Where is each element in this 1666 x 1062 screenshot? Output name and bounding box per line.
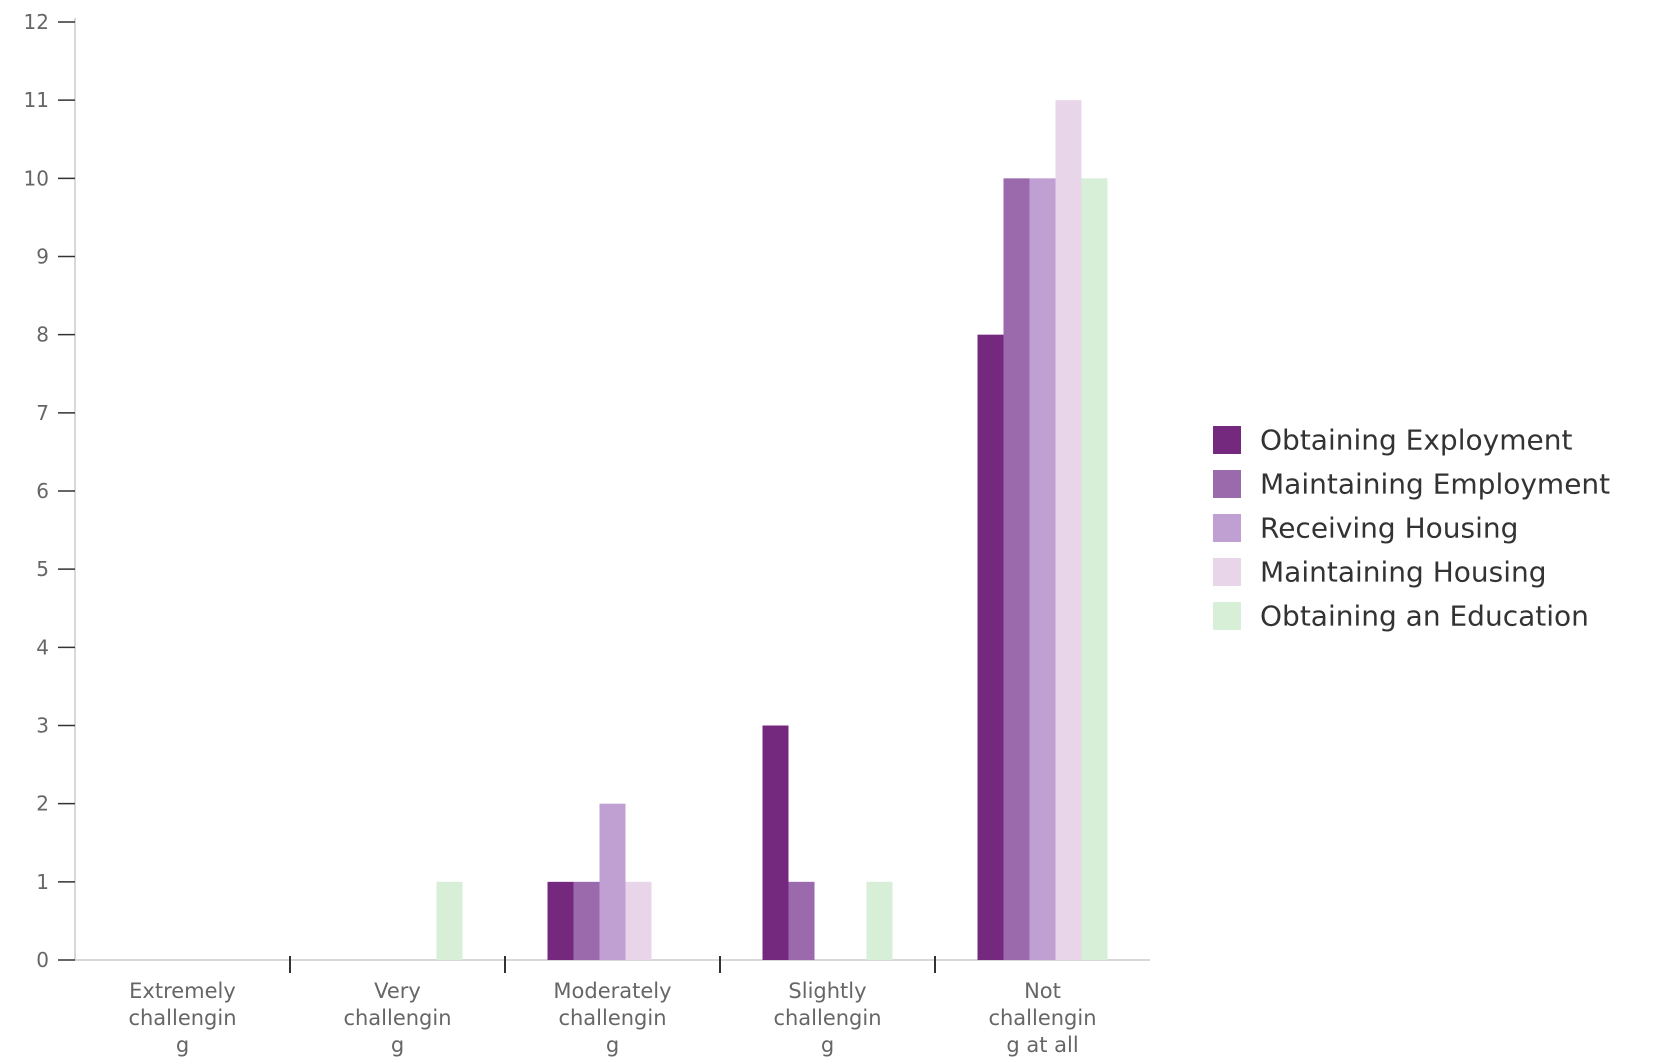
x-tick-label-line: g bbox=[176, 1033, 189, 1057]
bar bbox=[436, 881, 463, 960]
x-tick-label: Moderately challengin g bbox=[553, 979, 671, 1057]
bar bbox=[625, 881, 652, 960]
y-tick-label: 8 bbox=[36, 323, 49, 347]
x-tick-label-line: challengin bbox=[343, 1006, 451, 1030]
legend: Obtaining Exployment Maintaining Employme… bbox=[1213, 424, 1610, 633]
bar bbox=[788, 881, 815, 960]
x-tick-label-line: challengin bbox=[988, 1006, 1096, 1030]
y-tick-label: 11 bbox=[24, 88, 49, 112]
x-tick-label-line: Moderately bbox=[553, 979, 671, 1003]
x-tick-label-line: challengin bbox=[773, 1006, 881, 1030]
legend-label: Maintaining Housing bbox=[1260, 556, 1547, 589]
bar bbox=[599, 803, 626, 960]
legend-item: Receiving Housing bbox=[1213, 512, 1518, 545]
bar bbox=[762, 725, 789, 960]
x-tick-label-line: g bbox=[391, 1033, 404, 1057]
x-tick-label: Not challengin g at all bbox=[988, 979, 1096, 1057]
legend-label: Obtaining Exployment bbox=[1260, 424, 1572, 457]
y-tick-label: 2 bbox=[36, 792, 49, 816]
y-tick-label: 4 bbox=[36, 635, 49, 659]
bars bbox=[436, 100, 1108, 961]
bar bbox=[547, 881, 574, 960]
x-tick-label-line: challengin bbox=[558, 1006, 666, 1030]
x-tick-label-line: g bbox=[821, 1033, 834, 1057]
bar bbox=[977, 334, 1004, 961]
y-tick-label: 12 bbox=[24, 10, 49, 34]
y-tick-label: 3 bbox=[36, 714, 49, 738]
legend-item: Obtaining Exployment bbox=[1213, 424, 1572, 457]
x-tick-label-line: Not bbox=[1024, 979, 1061, 1003]
x-tick-label-line: g at all bbox=[1006, 1033, 1078, 1057]
y-tick-label: 10 bbox=[24, 166, 49, 190]
bar bbox=[1055, 100, 1082, 960]
legend-swatch bbox=[1213, 558, 1241, 586]
x-tick-label-line: Slightly bbox=[788, 979, 866, 1003]
bar bbox=[1029, 178, 1056, 961]
x-tick-label: Extremely challengin g bbox=[128, 979, 236, 1057]
bar bbox=[1003, 178, 1030, 961]
legend-swatch bbox=[1213, 470, 1241, 498]
legend-label: Maintaining Employment bbox=[1260, 468, 1610, 501]
y-tick-label: 9 bbox=[36, 245, 49, 269]
legend-item: Maintaining Housing bbox=[1213, 556, 1547, 589]
legend-swatch bbox=[1213, 426, 1241, 454]
x-tick-label-line: challengin bbox=[128, 1006, 236, 1030]
bar bbox=[573, 881, 600, 960]
legend-label: Receiving Housing bbox=[1260, 512, 1518, 545]
x-tick-label-line: Extremely bbox=[129, 979, 236, 1003]
legend-swatch bbox=[1213, 602, 1241, 630]
y-tick-label: 6 bbox=[36, 479, 49, 503]
bar bbox=[866, 881, 893, 960]
bar bbox=[1081, 178, 1108, 961]
x-tick-label: Very challengin g bbox=[343, 979, 451, 1057]
y-tick-label: 1 bbox=[36, 870, 49, 894]
x-tick-label: Slightly challengin g bbox=[773, 979, 881, 1057]
x-tick-label-line: Very bbox=[374, 979, 421, 1003]
y-tick-label: 5 bbox=[36, 557, 49, 581]
y-tick-label: 0 bbox=[36, 948, 49, 972]
legend-swatch bbox=[1213, 514, 1241, 542]
x-tick-label-line: g bbox=[606, 1033, 619, 1057]
legend-item: Obtaining an Education bbox=[1213, 600, 1589, 633]
y-tick-label: 7 bbox=[36, 401, 49, 425]
legend-item: Maintaining Employment bbox=[1213, 468, 1610, 501]
legend-label: Obtaining an Education bbox=[1260, 600, 1589, 633]
